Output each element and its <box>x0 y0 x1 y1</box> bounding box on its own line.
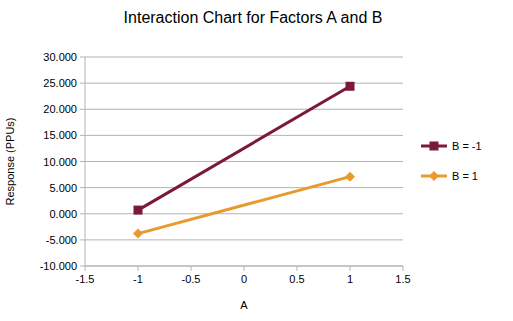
x-tick <box>138 266 139 271</box>
legend: B = -1 B = 1 <box>421 140 482 182</box>
x-tick-label: 1.5 <box>395 273 410 285</box>
y-tick <box>80 109 85 110</box>
legend-marker <box>430 142 439 151</box>
grid-line <box>85 57 403 58</box>
x-tick-label: -1.5 <box>76 273 95 285</box>
plot-area <box>133 82 355 239</box>
y-tick-label: 25.000 <box>43 77 77 89</box>
title: Interaction Chart for Factors A and B <box>124 9 383 26</box>
y-tick-label: 5.000 <box>49 182 77 194</box>
y-tick-label: 30.000 <box>43 51 77 63</box>
y-tick-label: 15.000 <box>43 129 77 141</box>
x-tick-label: 1 <box>347 273 353 285</box>
x-tick <box>403 266 404 271</box>
legend-label: B = -1 <box>452 140 482 152</box>
y-axis <box>85 57 86 266</box>
x-tick <box>191 266 192 271</box>
grid-line <box>85 109 403 110</box>
grid-line <box>85 161 403 162</box>
x-tick-label: -1 <box>133 273 143 285</box>
x-tick <box>350 266 351 271</box>
grid-line <box>85 135 403 136</box>
y-tick <box>80 83 85 84</box>
x-tick-label: 0 <box>241 273 247 285</box>
x-axis-label: A <box>240 299 248 311</box>
x-tick <box>297 266 298 271</box>
x-tick <box>85 266 86 271</box>
legend-label: B = 1 <box>452 170 478 182</box>
y-tick <box>80 213 85 214</box>
x-tick-label: -0.5 <box>182 273 201 285</box>
x-tick <box>244 266 245 271</box>
grid-line <box>85 187 403 188</box>
series-line <box>138 177 350 234</box>
y-tick-label: 20.000 <box>43 103 77 115</box>
grid-line <box>85 83 403 84</box>
data-point <box>346 82 355 91</box>
x-tick-label: 0.5 <box>289 273 304 285</box>
data-point <box>133 229 143 239</box>
y-axis-label: Response (PPUs) <box>4 117 16 205</box>
grid-line <box>85 213 403 214</box>
y-tick <box>80 135 85 136</box>
y-tick-label: 0.000 <box>49 208 77 220</box>
y-tick <box>80 187 85 188</box>
data-point <box>345 172 355 182</box>
y-tick-label: -5.000 <box>46 234 77 246</box>
chart: Interaction Chart for Factors A and B-10… <box>0 0 513 321</box>
series-line <box>138 86 350 210</box>
y-tick <box>80 57 85 58</box>
y-tick <box>80 161 85 162</box>
y-tick <box>80 239 85 240</box>
y-tick-label: 10.000 <box>43 156 77 168</box>
y-tick <box>80 266 85 267</box>
grid-line <box>85 266 403 267</box>
grid-line <box>85 239 403 240</box>
legend-marker <box>429 171 439 181</box>
y-tick-label: -10.000 <box>40 260 77 272</box>
data-point <box>134 206 143 215</box>
x-axis <box>85 266 403 267</box>
